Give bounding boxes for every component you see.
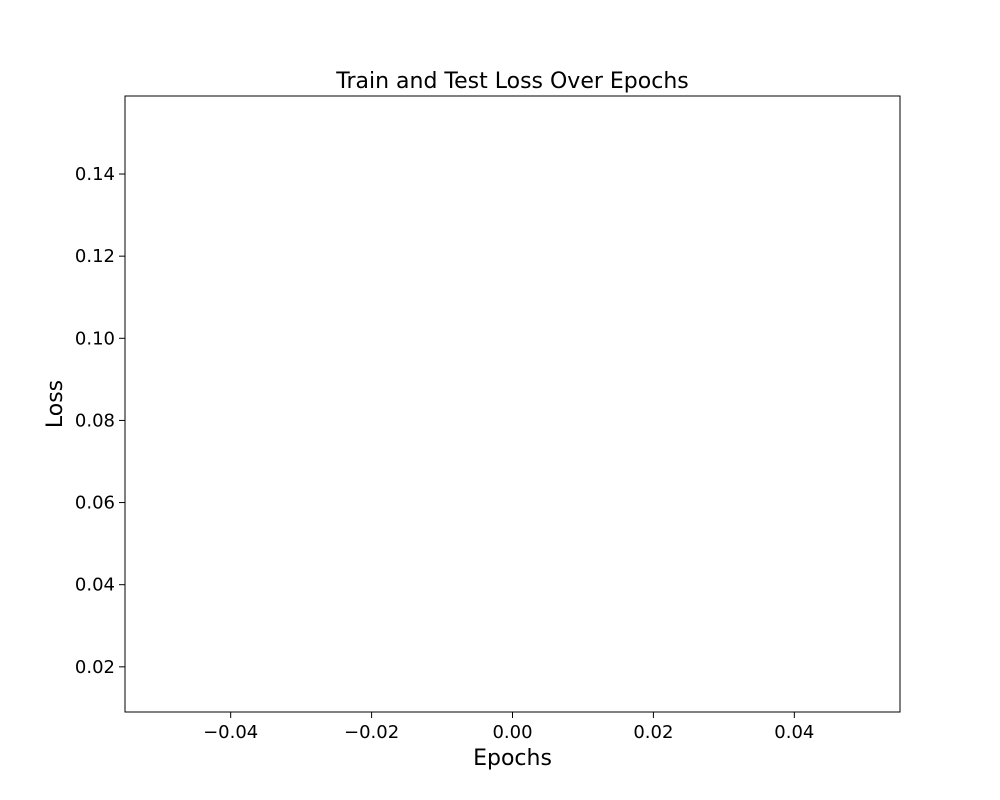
x-tick-label: 0.04 — [774, 722, 814, 743]
x-tick-label: 0.02 — [633, 722, 673, 743]
x-tick-label: −0.02 — [344, 722, 399, 743]
y-tick-label: 0.06 — [75, 493, 115, 514]
y-axis-title: Loss — [43, 380, 68, 428]
x-tick-label: −0.04 — [203, 722, 258, 743]
x-tick-label: 0.00 — [492, 722, 532, 743]
y-tick-label: 0.02 — [75, 657, 115, 678]
chart-title: Train and Test Loss Over Epochs — [335, 69, 688, 94]
y-tick-label: 0.12 — [75, 246, 115, 267]
y-tick-label: 0.08 — [75, 410, 115, 431]
y-tick-label: 0.14 — [75, 164, 115, 185]
x-axis-title: Epochs — [473, 746, 552, 771]
y-axis-ticks: 0.02 0.04 0.06 0.08 0.10 0.12 0.14 — [75, 164, 125, 678]
y-tick-label: 0.10 — [75, 328, 115, 349]
y-tick-label: 0.04 — [75, 575, 115, 596]
x-axis-ticks: −0.04 −0.02 0.00 0.02 0.04 — [203, 712, 814, 743]
